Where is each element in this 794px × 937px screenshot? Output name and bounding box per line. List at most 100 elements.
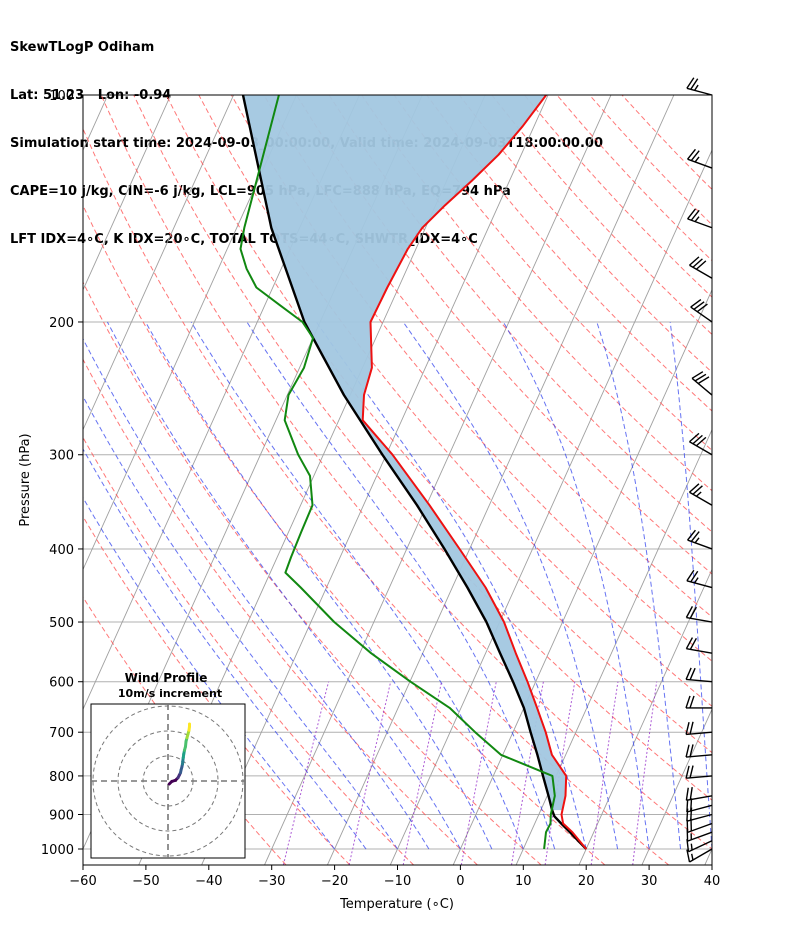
wind-barb bbox=[687, 148, 713, 169]
dry-adiabat bbox=[83, 436, 414, 865]
wind-barb bbox=[687, 529, 713, 550]
isotherm-line bbox=[578, 568, 712, 865]
wind-barb bbox=[686, 77, 713, 96]
dry-adiabat bbox=[83, 127, 670, 865]
y-tick-label: 1000 bbox=[41, 843, 74, 858]
moist-adiabat bbox=[83, 337, 430, 850]
x-tick-label: 20 bbox=[578, 874, 595, 889]
dry-adiabat bbox=[83, 204, 606, 865]
isotherm-line bbox=[83, 95, 172, 291]
temperature-line bbox=[361, 95, 587, 850]
x-tick-label: −30 bbox=[258, 874, 285, 889]
isotherm-line bbox=[515, 428, 712, 865]
inset-subtitle: 10m/s increment bbox=[118, 687, 222, 700]
moist-adiabat bbox=[145, 321, 493, 850]
x-tick-label: −50 bbox=[132, 874, 159, 889]
wind-barb bbox=[689, 483, 713, 506]
mixing-ratio-line bbox=[632, 681, 658, 865]
isotherm-line bbox=[83, 95, 235, 431]
wind-barb bbox=[685, 667, 713, 683]
dry-adiabat bbox=[83, 596, 287, 865]
wind-barb bbox=[685, 721, 713, 736]
moist-adiabat bbox=[83, 395, 398, 850]
cape-area bbox=[243, 95, 567, 811]
hodograph-ring bbox=[117, 730, 219, 832]
moist-adiabat bbox=[315, 321, 587, 850]
hodograph bbox=[91, 704, 245, 858]
y-tick-label: 900 bbox=[49, 808, 74, 823]
moist-adiabat bbox=[596, 321, 681, 850]
x-tick-label: −40 bbox=[195, 874, 222, 889]
wind-barb bbox=[691, 371, 713, 396]
wind-barb bbox=[686, 798, 713, 813]
x-tick-label: 30 bbox=[641, 874, 658, 889]
wind-barb bbox=[685, 744, 713, 758]
wind-barb bbox=[687, 208, 713, 229]
moist-adiabat bbox=[502, 321, 650, 850]
isotherm-line bbox=[389, 149, 712, 865]
profile-series bbox=[239, 95, 588, 850]
x-tick-label: 0 bbox=[456, 874, 464, 889]
mixing-ratio-line bbox=[282, 681, 330, 865]
y-tick-label: 400 bbox=[49, 543, 74, 558]
parcel-line bbox=[241, 95, 588, 850]
wind-barb bbox=[685, 695, 712, 709]
wind-barb bbox=[685, 637, 713, 654]
dry-adiabat bbox=[524, 95, 712, 298]
y-tick-label: 600 bbox=[49, 676, 74, 691]
dry-adiabat bbox=[165, 95, 712, 754]
isotherm-line bbox=[704, 847, 712, 865]
moist-adiabat bbox=[669, 321, 712, 850]
moist-adiabat bbox=[83, 496, 335, 850]
mixing-ratio-line bbox=[348, 681, 392, 865]
wind-profile-inset: Wind Profile 10m/s increment bbox=[90, 671, 246, 859]
dry-adiabat bbox=[133, 95, 712, 801]
dry-adiabat bbox=[426, 95, 712, 412]
moist-adiabat bbox=[190, 321, 524, 850]
wind-barb bbox=[686, 569, 713, 589]
dewpoint-line bbox=[239, 95, 556, 850]
mixing-ratio-line bbox=[544, 681, 576, 865]
axes: −60 −50 −40 −30 −20 −10 0 10 20 30 40 1000 900 800 700… bbox=[41, 89, 720, 889]
mixing-ratio-line bbox=[511, 681, 544, 865]
isotherm-line bbox=[83, 95, 297, 571]
dry-adiabat bbox=[556, 95, 712, 262]
x-tick-label: −60 bbox=[69, 874, 96, 889]
dry-adiabat bbox=[393, 95, 712, 452]
wind-barb bbox=[685, 606, 713, 623]
wind-barb bbox=[689, 256, 713, 279]
wind-barb bbox=[689, 432, 713, 456]
x-tick-label: −10 bbox=[384, 874, 411, 889]
inset-title: Wind Profile bbox=[125, 671, 208, 685]
isotherm-line bbox=[641, 708, 712, 865]
chart-title: SkewTLogP Odiham bbox=[10, 40, 155, 55]
x-tick-label: 10 bbox=[515, 874, 532, 889]
y-axis-label: Pressure (hPa) bbox=[18, 433, 33, 526]
isotherm-line bbox=[452, 288, 712, 865]
mixing-ratio-line bbox=[590, 681, 619, 865]
y-tick-label: 500 bbox=[49, 616, 74, 631]
y-tick-label: 200 bbox=[49, 316, 74, 331]
dry-adiabat bbox=[83, 515, 351, 865]
wind-barb bbox=[685, 786, 713, 801]
y-tick-label: 800 bbox=[49, 770, 74, 785]
dry-adiabat bbox=[83, 281, 542, 865]
y-tick-label: 100 bbox=[49, 89, 74, 104]
y-tick-label: 300 bbox=[49, 449, 74, 464]
wind-barb bbox=[686, 839, 713, 853]
wind-barbs bbox=[685, 77, 713, 863]
mixing-ratio-line bbox=[402, 681, 443, 865]
isotherm-line bbox=[264, 95, 612, 865]
moist-adiabat bbox=[402, 321, 619, 850]
background-lines bbox=[83, 95, 712, 865]
mixing-ratio-line bbox=[460, 681, 497, 865]
isotherm-line bbox=[201, 95, 549, 865]
moist-adiabat bbox=[246, 321, 556, 850]
y-tick-label: 700 bbox=[49, 726, 74, 741]
x-axis-label: Temperature (∘C) bbox=[339, 897, 454, 912]
wind-barb bbox=[685, 765, 713, 779]
dry-adiabat bbox=[198, 95, 712, 707]
wind-barb bbox=[686, 848, 713, 863]
wind-barb bbox=[690, 298, 713, 323]
